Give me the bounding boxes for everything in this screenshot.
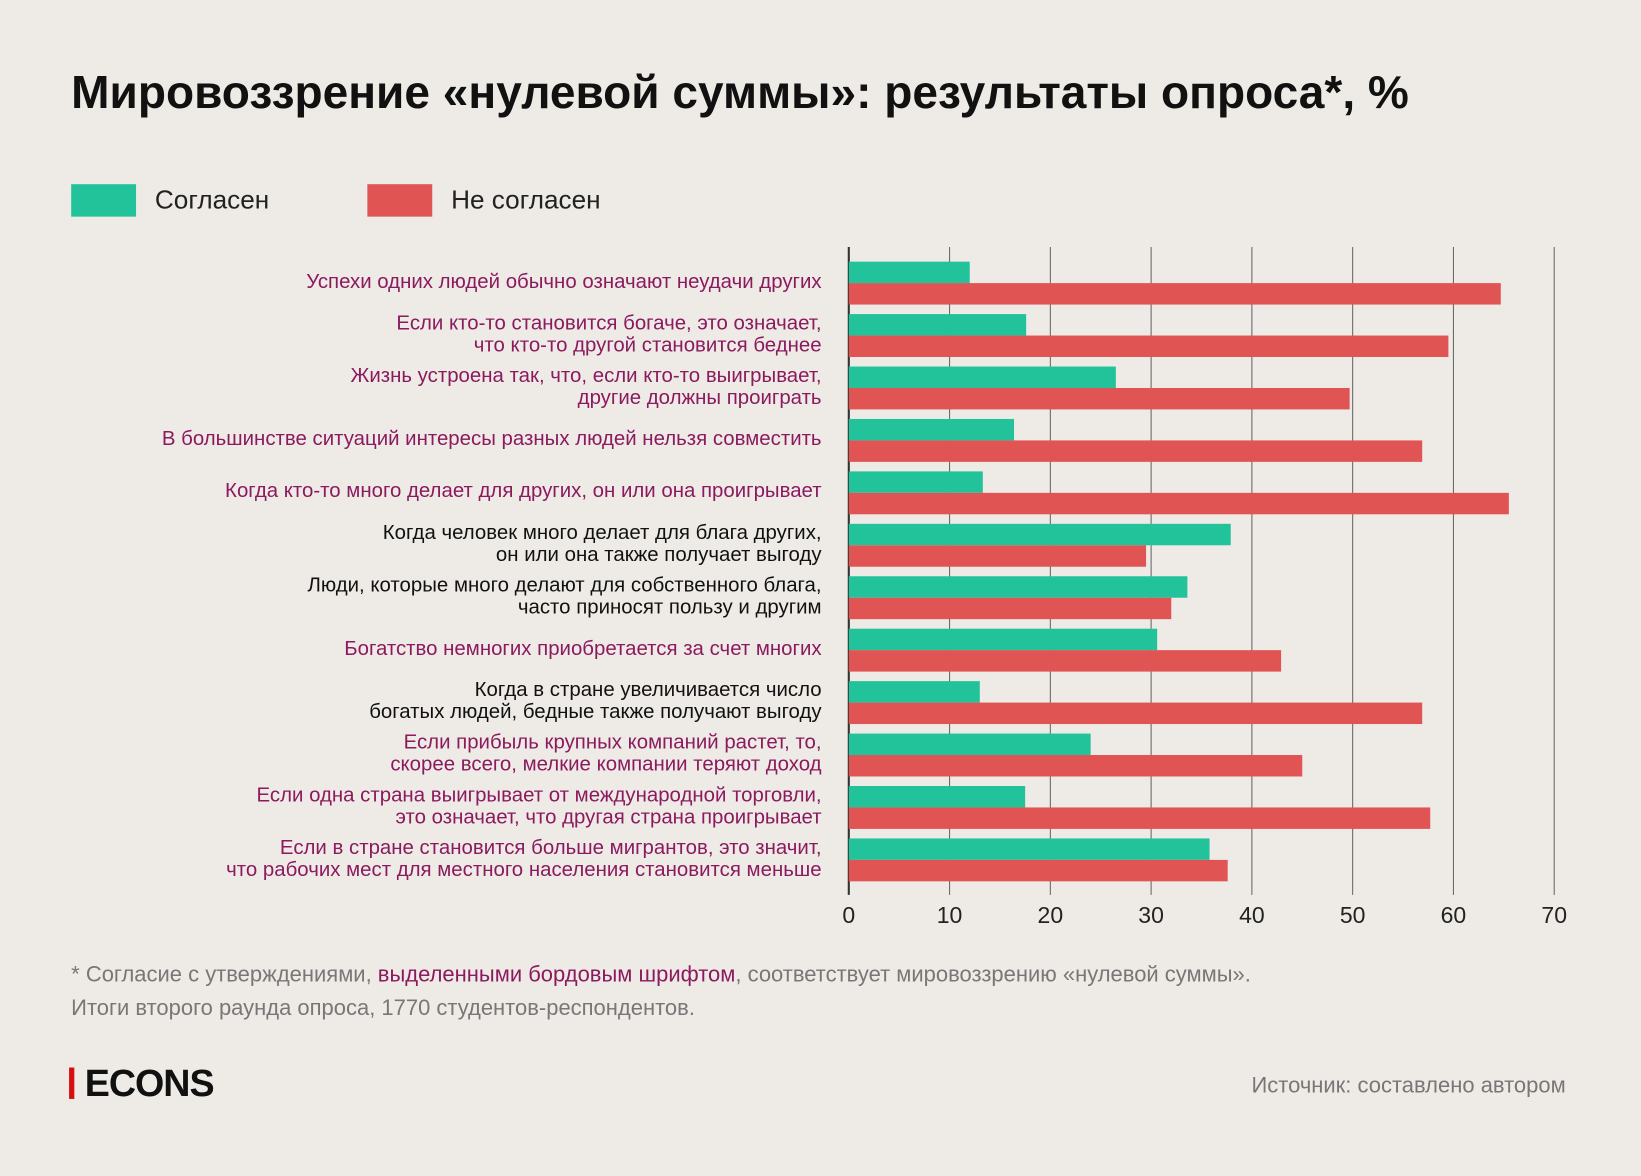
bar-agree: [848, 785, 1026, 808]
bar-agree: [848, 576, 1188, 598]
category-label: Если в стране становится больше мигранто…: [226, 835, 822, 881]
category-label-line: Если одна страна выигрывает от междунаро…: [256, 783, 822, 807]
category-label-line: часто приносят пользу и другим: [517, 595, 822, 619]
legend-label-agree: Согласен: [154, 185, 270, 215]
bar-disagree: [848, 545, 1147, 567]
category-label-line: Если кто-то становится богаче, это означ…: [396, 311, 822, 335]
bar-disagree: [848, 440, 1423, 462]
footnote-highlight: выделенными бордовым шрифтом: [377, 962, 736, 987]
x-tick-label: 20: [1037, 902, 1064, 929]
legend-disagree: Не согласен: [367, 184, 601, 217]
logo-red-bar: [69, 1067, 75, 1099]
bar-disagree: [848, 807, 1431, 829]
bar-agree: [848, 366, 1116, 388]
x-tick-label: 40: [1239, 902, 1265, 929]
category-label-line: Жизнь устроена так, что, если кто-то выи…: [350, 363, 822, 387]
footnote-line-1: * Согласие с утверждениями, выделенными …: [71, 963, 1251, 988]
bar-agree: [848, 418, 1015, 441]
bar-disagree: [848, 702, 1423, 725]
chart-title: Мировоззрение «нулевой суммы»: результат…: [71, 66, 1409, 119]
category-label-line: богатых людей, бедные также получают выг…: [369, 700, 822, 724]
x-tick-label: 10: [936, 902, 963, 929]
category-label: Когда кто-то много делает для других, он…: [225, 479, 822, 503]
category-label: В большинстве ситуаций интересы разных л…: [162, 428, 822, 450]
bar-disagree: [848, 650, 1282, 672]
category-label-line: что рабочих мест для местного населения …: [226, 857, 822, 881]
legend-agree: Согласен: [71, 184, 270, 217]
legend-swatch-disagree: [367, 184, 433, 217]
category-label-line: Если в стране становится больше мигранто…: [279, 835, 822, 859]
footnote-line-2: Итоги второго раунда опроса, 1770 студен…: [71, 996, 695, 1021]
x-tick-label: 50: [1339, 902, 1366, 929]
category-label: Если прибыль крупных компаний растет, то…: [390, 730, 822, 776]
econs-logo: ECONS: [69, 1061, 215, 1105]
x-tick-label: 60: [1440, 902, 1467, 929]
category-label-line: В большинстве ситуаций интересы разных л…: [161, 427, 822, 451]
bar-agree: [848, 838, 1210, 860]
category-label-line: скорее всего, мелкие компании теряют дох…: [390, 752, 822, 776]
legend-label-disagree: Не согласен: [451, 185, 601, 215]
category-label: Успехи одних людей обычно означают неуда…: [306, 271, 821, 293]
category-label: Если кто-то становится богаче, это означ…: [396, 311, 822, 357]
category-label-line: он или она также получает выгоду: [495, 543, 822, 567]
bar-agree: [848, 681, 980, 703]
category-label: Жизнь устроена так, что, если кто-то выи…: [350, 363, 822, 409]
category-label-line: это означает, что другая страна проигрыв…: [395, 805, 822, 829]
x-tick-label: 70: [1541, 902, 1568, 929]
category-label-line: Когда в стране увеличивается число: [474, 678, 822, 702]
category-label: Люди, которые много делают для собственн…: [307, 573, 822, 619]
footnote-suffix: , соответствует мировоззрению «нулевой с…: [735, 962, 1251, 987]
bar-agree: [848, 523, 1231, 546]
category-label-line: Когда кто-то много делает для других, он…: [225, 479, 822, 503]
category-label-line: что кто-то другой становится беднее: [473, 333, 822, 357]
category-label: Если одна страна выигрывает от междунаро…: [257, 784, 822, 828]
bar-agree: [848, 733, 1091, 756]
bar-disagree: [848, 492, 1509, 515]
bar-agree: [848, 314, 1027, 336]
logo-text: ECONS: [84, 1061, 215, 1105]
source-note: Источник: составлено автором: [1251, 1073, 1566, 1098]
category-label-line: другие должны проиграть: [577, 385, 822, 409]
category-label-line: Люди, которые много делают для собственн…: [307, 573, 822, 597]
bar-agree: [848, 261, 970, 284]
x-tick-label: 0: [842, 902, 856, 929]
bar-agree: [848, 628, 1158, 651]
category-label-line: Если прибыль крупных компаний растет, то…: [403, 730, 822, 754]
category-label-line: Когда человек много делает для блага дру…: [382, 521, 822, 545]
footnote-prefix: * Согласие с утверждениями,: [71, 962, 378, 987]
bar-disagree: [848, 283, 1501, 305]
category-label: Когда в стране увеличивается число богаты…: [369, 678, 822, 724]
bar-disagree: [848, 387, 1350, 410]
legend-swatch-agree: [71, 184, 137, 217]
bar-disagree: [848, 755, 1303, 777]
category-label-line: Успехи одних людей обычно означают неуда…: [306, 270, 822, 294]
bar-disagree: [848, 335, 1449, 357]
bar-disagree: [848, 859, 1228, 882]
bar-disagree: [848, 597, 1172, 620]
x-tick-label: 30: [1138, 902, 1164, 929]
category-label: Богатство немногих приобретается за счет…: [344, 638, 821, 660]
bar-agree: [848, 471, 983, 493]
category-label-line: Богатство немногих приобретается за счет…: [344, 637, 822, 661]
category-label: Когда человек много делает для блага дру…: [383, 522, 822, 566]
